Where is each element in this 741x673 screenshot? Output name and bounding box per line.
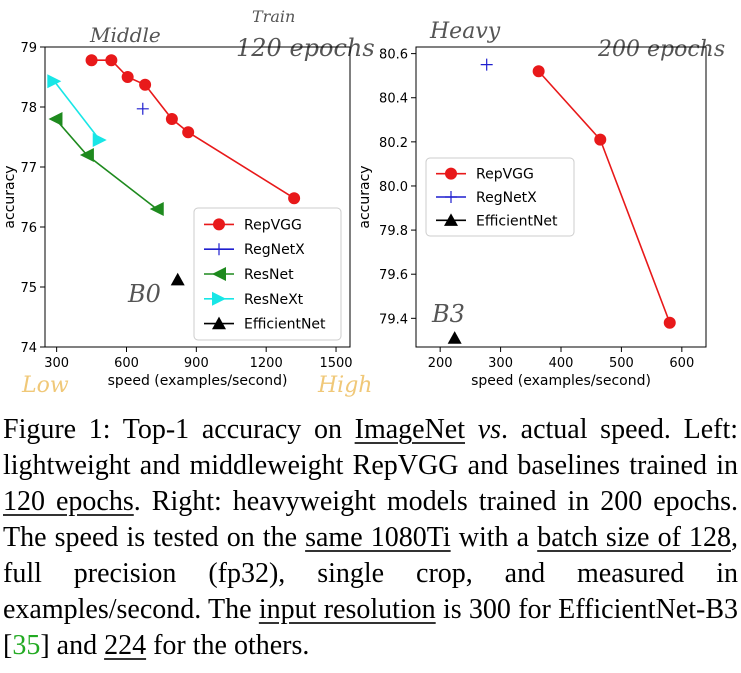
repvgg-point xyxy=(105,54,118,67)
annotation-b0: B0 xyxy=(127,280,161,308)
resnext-series-line xyxy=(53,80,101,141)
caption-text-6: , full precision (fp32), single crop, an… xyxy=(3,522,738,625)
caption-vs: vs xyxy=(477,414,502,445)
caption-imagenet: ImageNet xyxy=(354,414,466,445)
annotation-b3: B3 xyxy=(431,300,465,328)
legend-box xyxy=(193,207,342,341)
caption-text-3: . actual speed. Left: lightweight and mi… xyxy=(3,414,739,481)
annotation-heavy: Heavy xyxy=(429,19,501,44)
x-tick-label: 300 xyxy=(44,356,69,371)
legend-box xyxy=(425,157,575,237)
resnet-series-line xyxy=(54,118,158,210)
caption-120-epochs: 120 epochs xyxy=(3,486,134,517)
x-tick-label: 200 xyxy=(428,356,453,371)
caption-label: Figure 1: xyxy=(3,414,111,445)
regnetx-point xyxy=(480,58,493,71)
resnext-point xyxy=(92,133,107,147)
plot-frame xyxy=(44,46,351,348)
annotation-high: High xyxy=(317,373,372,398)
repvgg-point xyxy=(139,78,152,91)
y-tick-label: 79 xyxy=(20,41,37,56)
legend-label-resnet: ResNet xyxy=(244,267,294,283)
x-axis-label: speed (examples/second) xyxy=(108,373,288,389)
caption-text-4: . Right: heavyweight models trained in 2… xyxy=(3,486,738,553)
regnetx-legend-marker xyxy=(213,243,225,256)
repvgg-point xyxy=(85,54,98,67)
repvgg-point xyxy=(165,113,178,125)
repvgg-point xyxy=(594,133,607,146)
caption-same-1080ti: same 1080Ti xyxy=(305,522,451,553)
efficientnet-point xyxy=(447,331,462,344)
annotation-right-epochs: 200 epochs xyxy=(597,37,725,62)
caption-input-resolution: input resolution xyxy=(258,594,436,625)
regnetx-point xyxy=(136,102,149,115)
caption-224: 224 xyxy=(104,630,147,661)
x-tick-label: 1500 xyxy=(319,356,352,371)
caption-text-7: is 300 for EfficientNet-B3 [ xyxy=(3,594,738,661)
legend-label-efficientnet: EfficientNet xyxy=(476,213,558,229)
caption-batch-size: batch size of 128 xyxy=(537,522,731,553)
caption-text-5: with a xyxy=(450,522,538,553)
y-tick-label: 77 xyxy=(20,161,37,176)
y-tick-label: 80.4 xyxy=(379,92,408,107)
caption-reference-link[interactable]: 35 xyxy=(12,630,41,661)
legend-label-repvgg: RepVGG xyxy=(244,217,302,233)
x-axis-label: speed (examples/second) xyxy=(471,373,651,389)
repvgg-point xyxy=(182,126,195,139)
caption-text-8: ] and xyxy=(40,630,105,661)
resnet-point xyxy=(48,112,63,126)
legend-label-regnetx: RegNetX xyxy=(476,190,537,206)
x-tick-label: 300 xyxy=(488,356,513,371)
caption-text-2 xyxy=(465,414,478,445)
caption-text-1: Top-1 accuracy on xyxy=(110,414,355,445)
efficientnet-legend-marker xyxy=(444,213,458,226)
x-tick-label: 600 xyxy=(114,356,139,371)
y-tick-label: 80.6 xyxy=(379,48,408,63)
repvgg-point xyxy=(288,192,301,205)
x-tick-label: 1200 xyxy=(250,356,283,371)
legend-label-efficientnet: EfficientNet xyxy=(244,317,326,333)
legend-label-resnext: ResNeXt xyxy=(244,292,304,308)
y-tick-label: 74 xyxy=(20,341,37,356)
repvgg-point xyxy=(663,316,676,329)
y-tick-label: 79.6 xyxy=(379,268,408,283)
y-tick-label: 80.2 xyxy=(379,136,408,151)
legend-label-regnetx: RegNetX xyxy=(244,242,305,258)
x-tick-label: 900 xyxy=(184,356,209,371)
y-tick-label: 79.8 xyxy=(379,224,408,239)
y-axis-label: accuracy xyxy=(357,165,373,228)
resnext-point xyxy=(47,74,62,89)
repvgg-legend-marker xyxy=(213,218,225,231)
y-tick-label: 80.0 xyxy=(379,180,408,195)
regnetx-legend-marker xyxy=(445,191,457,203)
y-tick-label: 76 xyxy=(20,221,37,236)
repvgg-legend-marker xyxy=(445,167,457,180)
caption-text-9: for the others. xyxy=(146,630,310,661)
resnet-legend-marker xyxy=(212,267,226,281)
x-tick-label: 600 xyxy=(669,356,694,371)
left-chart: 300 600 900 1200 1500 74 75 76 77 78 79 speed (exam… xyxy=(2,41,353,389)
y-tick-label: 78 xyxy=(20,101,37,116)
figure-caption: Figure 1: Top-1 accuracy on ImageNet vs.… xyxy=(3,412,738,664)
repvgg-point xyxy=(121,71,134,83)
resnext-legend-marker xyxy=(212,291,226,306)
charts-canvas: Middle Train 120 epochs B0 Low High Heav… xyxy=(2,7,725,398)
y-tick-label: 75 xyxy=(20,281,37,296)
resnet-point xyxy=(79,148,94,162)
efficientnet-legend-marker xyxy=(212,316,226,330)
y-axis-label: accuracy xyxy=(2,165,18,228)
x-tick-label: 400 xyxy=(549,356,574,371)
x-tick-label: 500 xyxy=(609,356,634,371)
resnet-point xyxy=(149,202,164,216)
annotation-train: Train xyxy=(252,7,295,26)
efficientnet-point xyxy=(170,272,185,286)
y-tick-label: 79.4 xyxy=(379,312,408,327)
repvgg-point xyxy=(532,65,545,78)
annotation-left-epochs: 120 epochs xyxy=(236,34,375,62)
right-chart: 200 300 400 500 600 79.4 79.6 79.8 80.0 80.2 80.4 8… xyxy=(357,46,707,389)
annotation-low: Low xyxy=(21,373,69,398)
legend-label-repvgg: RepVGG xyxy=(476,167,534,183)
annotation-middle: Middle xyxy=(89,23,161,47)
